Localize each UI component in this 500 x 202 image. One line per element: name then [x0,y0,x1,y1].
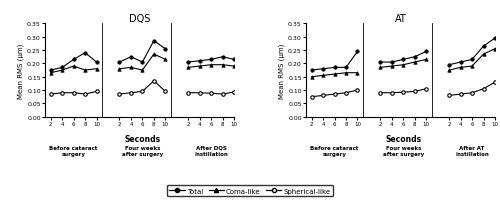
Title: DQS: DQS [129,14,150,23]
Text: After DQS
instillation: After DQS instillation [194,145,228,156]
Text: Seconds: Seconds [124,134,160,143]
Y-axis label: Mean RMS (μm): Mean RMS (μm) [278,43,285,98]
Text: Before cataract
surgery: Before cataract surgery [50,145,98,156]
Title: AT: AT [394,14,406,23]
Text: After AT
instillation: After AT instillation [455,145,489,156]
Y-axis label: Mean RMS (μm): Mean RMS (μm) [18,43,25,98]
Text: Seconds: Seconds [386,134,422,143]
Text: Before cataract
surgery: Before cataract surgery [310,145,359,156]
Legend: Total, Coma-like, Spherical-like: Total, Coma-like, Spherical-like [166,185,334,197]
Text: Four weeks
after surgery: Four weeks after surgery [382,145,424,156]
Text: Four weeks
after surgery: Four weeks after surgery [122,145,163,156]
